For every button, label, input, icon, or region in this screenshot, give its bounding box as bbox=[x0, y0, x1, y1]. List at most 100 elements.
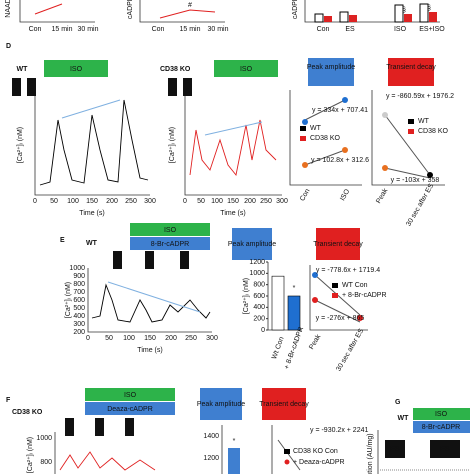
legend-swatch bbox=[408, 129, 414, 134]
trace bbox=[91, 283, 211, 323]
y-tick-label: 600 bbox=[253, 293, 265, 300]
label: Time (s) bbox=[79, 210, 104, 217]
label: 200 bbox=[106, 198, 118, 205]
decay-box bbox=[316, 228, 360, 260]
label: Transient decay bbox=[386, 64, 436, 71]
fit-line bbox=[304, 99, 346, 166]
label: 1400 bbox=[203, 433, 219, 440]
label: 150 bbox=[144, 335, 156, 342]
label: 300 bbox=[276, 198, 288, 205]
label: WT bbox=[310, 125, 322, 132]
label: * bbox=[293, 285, 296, 292]
bar bbox=[228, 448, 240, 474]
bar bbox=[287, 295, 301, 331]
label: [Ca²⁺]ᵢ (nM) bbox=[27, 437, 34, 473]
label: 300 bbox=[144, 198, 156, 205]
top-bars bbox=[314, 3, 437, 23]
label: 500 bbox=[73, 305, 85, 312]
label: 800 bbox=[73, 281, 85, 288]
trace bbox=[39, 99, 149, 186]
drug-box bbox=[413, 421, 470, 433]
es-box bbox=[113, 251, 122, 269]
y-tick-label: 800 bbox=[253, 282, 265, 289]
label: WT Con bbox=[342, 282, 368, 289]
peak-box bbox=[308, 58, 354, 86]
label: Peak bbox=[308, 333, 322, 351]
label: ES bbox=[345, 26, 355, 33]
label: E bbox=[185, 80, 190, 87]
label: 900 bbox=[73, 273, 85, 280]
label: S bbox=[127, 428, 132, 435]
label: Con bbox=[317, 26, 330, 33]
es-box bbox=[168, 78, 177, 96]
label: 700 bbox=[73, 289, 85, 296]
label: Peak amplitude bbox=[228, 241, 276, 248]
peak-box bbox=[200, 388, 242, 420]
label: 1000 bbox=[69, 265, 85, 272]
label: # bbox=[188, 2, 192, 9]
label: E bbox=[182, 253, 187, 260]
label: F bbox=[6, 397, 11, 404]
bar bbox=[271, 275, 285, 331]
label: CD38 KO Con bbox=[293, 448, 338, 455]
trace bbox=[189, 119, 277, 177]
decay-box bbox=[262, 388, 306, 420]
label: WT bbox=[17, 66, 29, 73]
label: ES+ISO bbox=[419, 26, 445, 33]
drug-box bbox=[85, 402, 175, 415]
label: 600 bbox=[73, 297, 85, 304]
label: E bbox=[60, 237, 65, 244]
label: E bbox=[115, 253, 120, 260]
label: S bbox=[182, 261, 187, 268]
label: 30 min bbox=[207, 26, 228, 33]
label: y = 102.8x + 312.6 bbox=[311, 157, 369, 164]
label: 200 bbox=[244, 198, 256, 205]
y-tick-label: 200 bbox=[253, 316, 265, 323]
label: 150 bbox=[86, 198, 98, 205]
es-box bbox=[183, 78, 192, 96]
axis bbox=[54, 425, 273, 474]
label: 200 bbox=[165, 335, 177, 342]
arrow bbox=[61, 99, 121, 119]
label: E bbox=[97, 420, 102, 427]
label: 0 bbox=[183, 198, 187, 205]
label: 250 bbox=[260, 198, 272, 205]
label: * bbox=[233, 438, 236, 445]
label: ISO bbox=[164, 227, 177, 234]
label: ISO bbox=[339, 188, 351, 202]
label: y = -103x + 358 bbox=[391, 177, 440, 184]
label: Con bbox=[299, 188, 312, 203]
iso-box bbox=[214, 60, 278, 77]
label: E bbox=[147, 253, 152, 260]
iso-box bbox=[85, 388, 175, 401]
label: 30 min bbox=[77, 26, 98, 33]
label: CD38 KO bbox=[418, 128, 449, 135]
label: 800 bbox=[40, 459, 52, 466]
label: ISO bbox=[124, 392, 137, 399]
decay-box bbox=[388, 58, 434, 86]
label: NAAD bbox=[5, 0, 12, 18]
axis bbox=[19, 0, 440, 23]
label: E bbox=[127, 420, 132, 427]
es-box bbox=[95, 418, 104, 436]
label: S bbox=[170, 88, 175, 95]
label: y = -860.59x + 1976.2 bbox=[386, 93, 454, 100]
y-tick-label: 400 bbox=[253, 304, 265, 311]
label: 15 min bbox=[51, 26, 72, 33]
es-box bbox=[385, 440, 405, 458]
legend-swatch bbox=[300, 136, 306, 141]
label: [Ca²⁺]ᵢ (nM) bbox=[243, 278, 250, 314]
peak-box bbox=[232, 228, 272, 260]
label: S bbox=[14, 88, 19, 95]
legend-swatch bbox=[408, 119, 414, 124]
label: S bbox=[185, 88, 190, 95]
label: Time (s) bbox=[220, 210, 245, 217]
label: E bbox=[67, 420, 72, 427]
label: Peak bbox=[375, 187, 389, 205]
trace bbox=[59, 451, 156, 471]
iso-box bbox=[44, 60, 108, 77]
label: 100 bbox=[67, 198, 79, 205]
legend-swatch bbox=[300, 126, 306, 131]
drug-box bbox=[130, 237, 210, 250]
